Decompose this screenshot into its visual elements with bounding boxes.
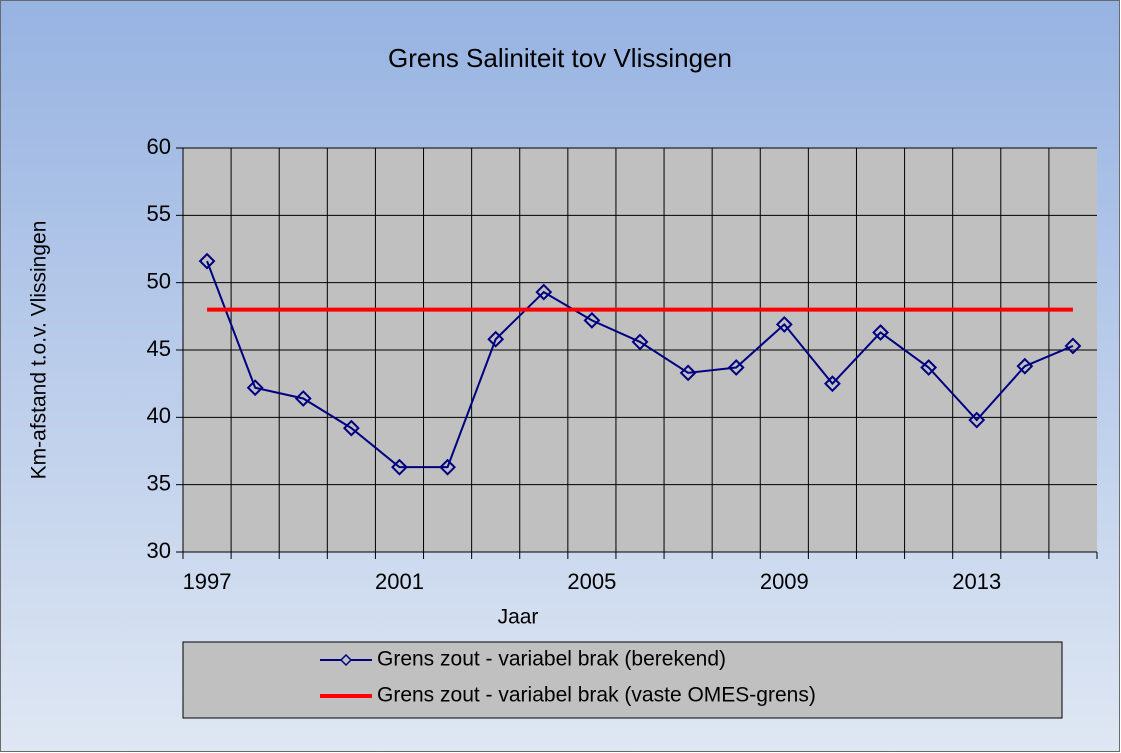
- marker: [679, 364, 697, 382]
- x-tick-label: 1997: [183, 569, 232, 594]
- marker: [342, 419, 360, 437]
- chart-title: Grens Saliniteit tov Vlissingen: [388, 43, 732, 73]
- y-tick-label: 55: [147, 201, 171, 226]
- marker: [1016, 357, 1034, 375]
- marker: [968, 411, 986, 429]
- y-tick-label: 60: [147, 134, 171, 159]
- marker: [631, 333, 649, 351]
- series-line: [206, 260, 1074, 469]
- y-tick-label: 35: [147, 470, 171, 495]
- marker: [535, 283, 553, 301]
- y-tick-label: 30: [147, 538, 171, 563]
- legend-marker: [339, 653, 353, 667]
- marker: [391, 458, 408, 476]
- x-tick-label: 2013: [952, 569, 1001, 594]
- marker: [727, 359, 745, 376]
- x-tick-label: 2001: [375, 569, 424, 594]
- marker: [775, 315, 793, 333]
- marker: [487, 330, 505, 348]
- x-tick-label: 2009: [760, 569, 809, 594]
- x-axis-title: Jaar: [498, 606, 539, 629]
- marker: [824, 375, 841, 393]
- marker: [439, 458, 456, 476]
- marker: [583, 311, 601, 329]
- marker: [294, 390, 312, 407]
- legend: [182, 641, 1063, 719]
- marker: [246, 379, 264, 397]
- y-axis-title: Km-afstand t.o.v. Vlissingen: [28, 221, 51, 480]
- marker: [1064, 337, 1082, 355]
- y-tick-label: 45: [147, 336, 171, 361]
- legend-label: Grens zout - variabel brak (berekend): [377, 648, 726, 671]
- marker: [198, 252, 216, 270]
- y-tick-label: 40: [147, 403, 171, 428]
- marker: [872, 324, 889, 341]
- x-tick-label: 2005: [567, 569, 616, 594]
- y-tick-label: 50: [147, 268, 171, 293]
- marker: [920, 359, 938, 376]
- legend-label: Grens zout - variabel brak (vaste OMES-g…: [377, 684, 816, 707]
